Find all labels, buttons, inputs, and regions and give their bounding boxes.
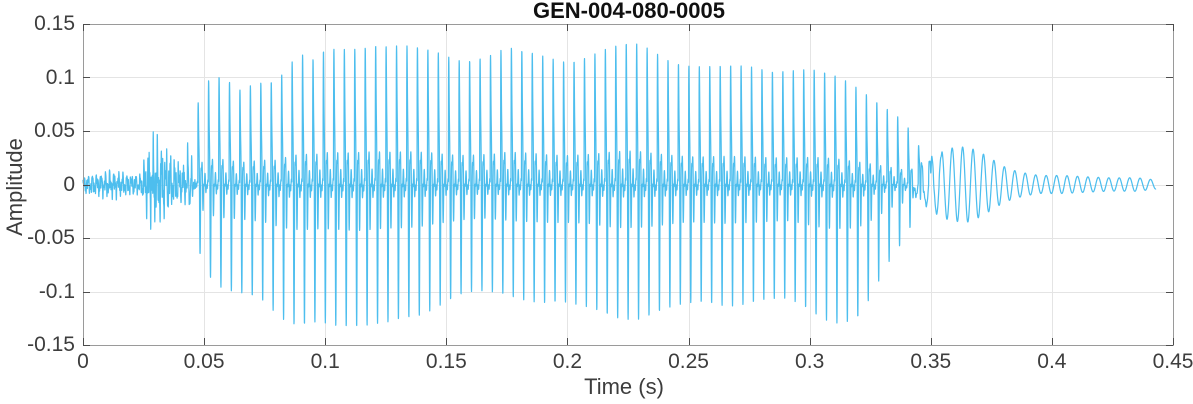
y-tick-label: 0.1 [45,65,75,89]
x-tick-label: 0.3 [795,350,825,373]
y-tick-label: 0.05 [34,119,75,142]
x-tick-label: 0.15 [425,350,467,373]
y-tick-label: 0.15 [34,12,75,35]
y-tick-label: -0.15 [27,333,75,356]
y-tick-label: -0.1 [38,279,75,303]
y-tick-label: -0.05 [27,226,75,249]
x-tick-label: 0.25 [668,350,709,373]
y-tick-label: 0 [63,172,75,196]
chart-title: GEN-004-080-0005 [532,0,726,23]
x-tick-label: 0.45 [1152,350,1193,373]
x-tick-label: 0 [77,350,89,373]
x-tick-label: 0.35 [910,350,952,373]
x-tick-label: 0.05 [183,350,225,373]
x-axis-label: Time (s) [584,374,664,399]
x-tick-label: 0.1 [310,350,340,373]
x-tick-label: 0.2 [552,350,583,373]
x-tick-label: 0.4 [1037,350,1067,373]
